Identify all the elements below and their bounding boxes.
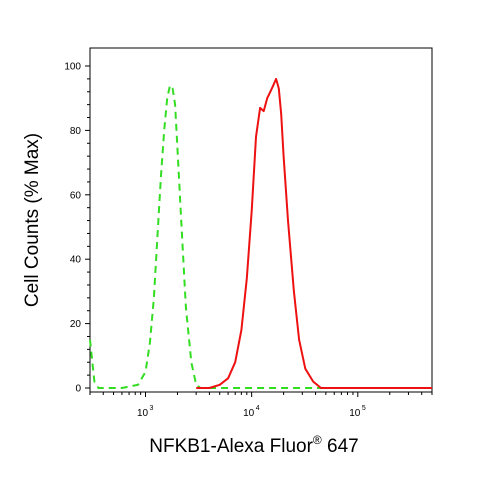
registered-mark: ® <box>313 433 322 447</box>
y-tick-label: 60 <box>70 190 82 201</box>
y-axis-title: Cell Counts (% Max) <box>22 133 43 307</box>
control-histogram-line <box>89 84 358 389</box>
plot-frame <box>89 47 433 393</box>
x-axis-title-main: NFKB1-Alexa Fluor <box>149 436 313 457</box>
y-tick-label: 100 <box>64 62 81 73</box>
x-tick-base: 10 <box>243 408 255 419</box>
x-tick-label: 10 5 <box>349 405 366 419</box>
y-tick-label: 20 <box>70 319 82 330</box>
x-tick-base: 10 <box>137 408 149 419</box>
y-tick-label: 0 <box>75 384 81 395</box>
x-axis-title-suffix: 647 <box>322 436 359 457</box>
x-tick-exponent: 4 <box>256 405 260 412</box>
x-tick-exponent: 3 <box>150 405 154 412</box>
x-tick-base: 10 <box>349 408 361 419</box>
x-tick-exponent: 5 <box>362 405 366 412</box>
x-axis-title: NFKB1-Alexa Fluor® 647 <box>149 433 359 457</box>
sample-histogram-line <box>196 77 432 389</box>
x-tick-label: 10 3 <box>137 405 154 419</box>
series <box>89 77 432 389</box>
y-tick-label: 40 <box>70 255 82 266</box>
axes <box>89 47 433 393</box>
x-tick-label: 10 4 <box>243 405 260 419</box>
y-tick-label: 80 <box>70 126 82 137</box>
